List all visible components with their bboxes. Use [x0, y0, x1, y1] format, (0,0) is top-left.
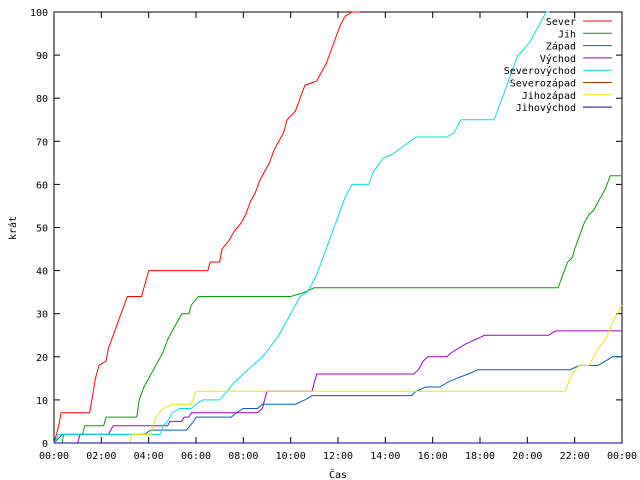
- series-line-východ: [54, 330, 622, 444]
- x-tick-label: 00:00: [607, 451, 637, 462]
- x-axis-label: Čas: [329, 468, 347, 480]
- y-tick-label: 100: [30, 8, 48, 19]
- y-axis-label: krát: [7, 216, 19, 240]
- legend-label: Sever: [546, 17, 576, 28]
- x-tick-label: 20:00: [512, 451, 542, 462]
- legend-label: Západ: [546, 41, 576, 53]
- x-tick-label: 04:00: [134, 451, 164, 462]
- legend: SeverJihZápadVýchodSeverovýchodSeverozáp…: [504, 17, 612, 114]
- series-line-západ: [53, 356, 622, 444]
- x-tick-label: 18:00: [465, 451, 495, 462]
- series-line-sever: [53, 11, 361, 444]
- y-tick-label: 90: [36, 51, 48, 62]
- x-tick-label: 00:00: [39, 451, 69, 462]
- series-line-jih: [54, 175, 622, 444]
- y-tick-label: 30: [36, 310, 48, 321]
- legend-label: Severozápad: [510, 78, 576, 90]
- x-tick-label: 08:00: [228, 451, 258, 462]
- x-tick-label: 12:00: [323, 451, 353, 462]
- x-tick-label: 02:00: [86, 451, 116, 462]
- y-tick-label: 70: [36, 137, 48, 148]
- legend-label: Severovýchod: [504, 65, 576, 77]
- y-tick-label: 50: [36, 224, 48, 235]
- x-tick-label: 16:00: [418, 451, 448, 462]
- y-tick-label: 60: [36, 180, 48, 191]
- series-lines: [53, 11, 623, 444]
- series-line-jihozápad: [54, 304, 623, 444]
- legend-label: Jih: [558, 29, 576, 40]
- legend-label: Jihovýchod: [516, 102, 576, 114]
- legend-label: Jihozápad: [522, 90, 576, 102]
- x-tick-label: 22:00: [560, 451, 590, 462]
- y-tick-label: 80: [36, 94, 48, 105]
- x-tick-label: 14:00: [370, 451, 400, 462]
- y-tick-label: 10: [36, 396, 48, 407]
- series-line-severovýchod: [53, 11, 550, 444]
- y-tick-label: 0: [42, 439, 48, 450]
- legend-label: Východ: [540, 53, 576, 65]
- x-tick-label: 10:00: [276, 451, 306, 462]
- x-tick-label: 06:00: [181, 451, 211, 462]
- y-tick-label: 20: [36, 353, 48, 364]
- y-tick-label: 40: [36, 267, 48, 278]
